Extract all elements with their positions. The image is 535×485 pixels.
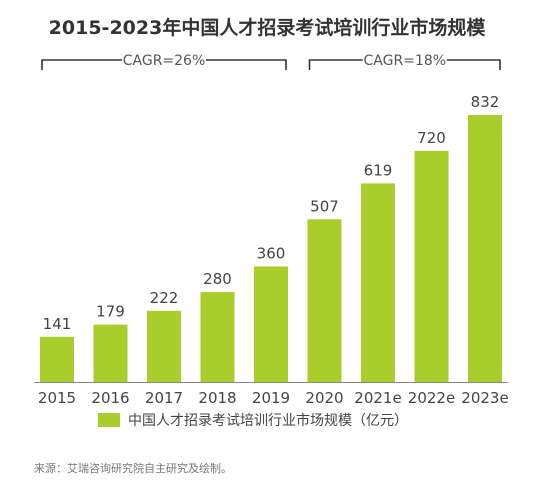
cagr-annotation: CAGR=26% xyxy=(41,53,287,70)
x-tick-label: 2023e xyxy=(461,389,508,407)
bar-value-label: 179 xyxy=(96,303,125,321)
legend-swatch xyxy=(98,413,120,427)
cagr-annotation: CAGR=18% xyxy=(308,53,501,70)
bar-2016 xyxy=(93,324,128,382)
x-tick-label: 2022e xyxy=(408,389,455,407)
legend: 中国人才招录考试培训行业市场规模（亿元） xyxy=(98,412,408,429)
bar-2020 xyxy=(307,219,342,382)
chart-title: 2015-2023年中国人才招录考试培训行业市场规模 xyxy=(49,16,487,39)
legend-label: 中国人才招录考试培训行业市场规模（亿元） xyxy=(128,412,408,429)
bar-2022e xyxy=(414,150,449,382)
source-note: 来源：艾瑞咨询研究院自主研究及绘制。 xyxy=(34,461,232,475)
x-tick-label: 2019 xyxy=(252,389,290,407)
bar-2015 xyxy=(40,336,74,382)
bar-2023e xyxy=(468,115,502,382)
x-tick-label: 2015 xyxy=(38,389,76,407)
cagr-bracket-right xyxy=(206,59,287,70)
cagr-bracket-left xyxy=(308,59,363,70)
x-tick-labels: 2015 2016 2017 2018 2019 2020 2021e 2022e 2023e xyxy=(38,389,509,407)
bar-2017 xyxy=(147,310,181,382)
bar-value-label: 507 xyxy=(310,197,339,215)
bar-2018 xyxy=(200,292,235,382)
cagr-annotations: CAGR=26% CAGR=18% xyxy=(41,53,501,70)
x-tick-label: 2020 xyxy=(305,389,343,407)
x-tick-label: 2021e xyxy=(354,389,401,407)
bar-value-label: 720 xyxy=(417,129,446,147)
cagr-bracket-left xyxy=(41,59,122,70)
cagr-bracket-right xyxy=(446,59,501,70)
bar-2021e xyxy=(361,183,395,382)
bar-value-label: 832 xyxy=(471,93,500,111)
x-tick-label: 2017 xyxy=(145,389,183,407)
cagr-label: CAGR=26% xyxy=(123,53,206,69)
cagr-label: CAGR=18% xyxy=(364,53,447,69)
bar-value-label: 280 xyxy=(203,270,232,288)
bar-value-label: 360 xyxy=(257,245,286,263)
bar-value-label: 619 xyxy=(364,161,393,179)
bars: 141 179 222 280 360 507 619 720 832 xyxy=(40,93,502,382)
bar-value-label: 141 xyxy=(43,315,72,333)
bar-2019 xyxy=(254,266,288,382)
bar-value-label: 222 xyxy=(150,289,179,307)
x-tick-label: 2018 xyxy=(198,389,236,407)
x-tick-label: 2016 xyxy=(91,389,129,407)
